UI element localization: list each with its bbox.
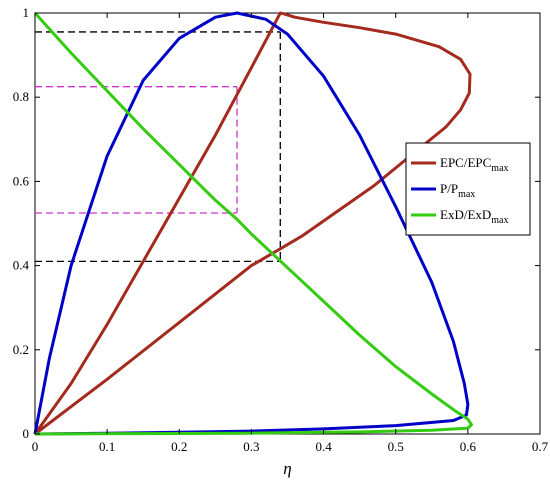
legend-subscript-2: max [491, 215, 508, 226]
legend-label-0: EPC/EPC [440, 155, 491, 170]
axes: 0 0.1 0.2 0.3 0.4 0.5 0.6 0.7 0 0.2 0.4 0.6 0.8 1 [13, 5, 549, 454]
x-tick-label: 0 [32, 439, 39, 454]
series-line-1 [33, 11, 470, 436]
x-tick-label: 0.7 [532, 439, 549, 454]
y-tick-label: 1 [23, 5, 30, 20]
y-tick-label: 0.4 [13, 258, 30, 273]
x-tick-label: 0.3 [243, 439, 259, 454]
x-tick-label: 0.1 [99, 439, 115, 454]
y-tick-label: 0.6 [13, 173, 30, 188]
y-tick-label: 0.2 [13, 342, 29, 357]
legend-label-2: ExD/ExD [440, 207, 491, 222]
legend-subscript-0: max [491, 163, 508, 174]
legend-label-1: P/P [440, 181, 458, 196]
x-tick-label: 0.5 [388, 439, 404, 454]
legend-entry-0: EPC/EPCmax [440, 155, 509, 174]
x-tick-label: 0.4 [315, 439, 332, 454]
y-tick-label: 0 [23, 426, 30, 441]
series-line-0 [33, 11, 472, 436]
y-tick-label: 0.8 [13, 89, 29, 104]
x-axis-label: η [283, 459, 291, 478]
legend-subscript-1: max [458, 189, 475, 200]
guide-lines [35, 31, 281, 263]
x-tick-label: 0.2 [171, 439, 187, 454]
x-tick-label: 0.6 [460, 439, 477, 454]
legend-entry-1: P/Pmax [440, 181, 475, 200]
legend-entry-2: ExD/ExDmax [440, 207, 509, 226]
